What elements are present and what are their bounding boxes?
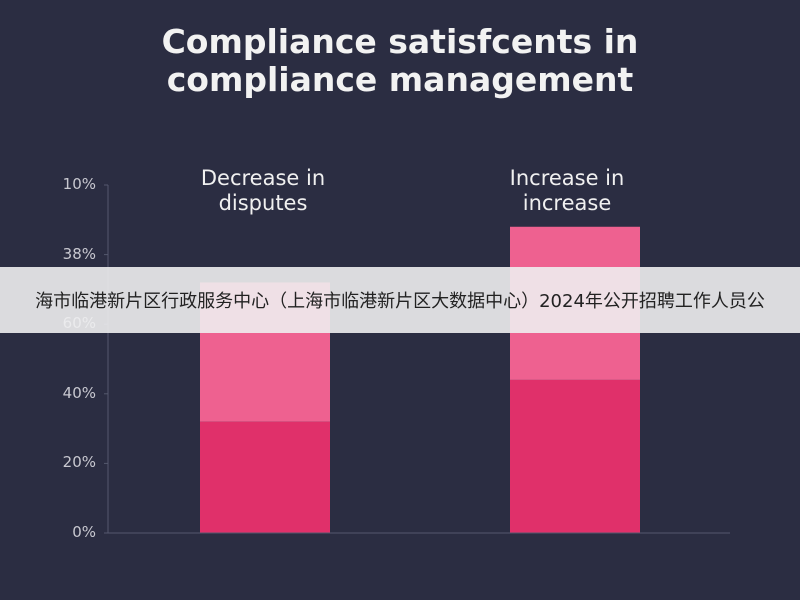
y-tick-label: 0% <box>72 523 96 541</box>
y-tick-label: 38% <box>62 244 96 263</box>
category-label: Increase in increase <box>509 166 625 215</box>
bar-segment <box>510 379 640 533</box>
category-label: Decrease in disputes <box>200 166 326 215</box>
chart-title: compliance management <box>166 60 634 99</box>
bar-segment <box>200 421 330 533</box>
y-tick-label: 10% <box>62 175 96 193</box>
chart-title: Compliance satisfcents in <box>161 22 639 61</box>
banner: 海市临港新片区行政服务中心（上海市临港新片区大数据中心）2024年公开招聘工作人… <box>0 267 800 333</box>
y-tick-label: 40% <box>62 383 96 402</box>
y-tick-label: 20% <box>62 453 96 472</box>
